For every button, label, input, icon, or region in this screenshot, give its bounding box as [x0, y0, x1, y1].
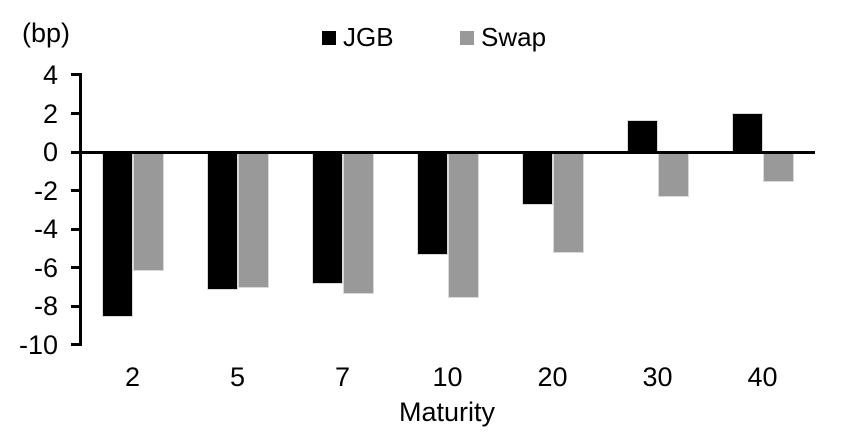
- y-axis-unit-label: (bp): [22, 18, 71, 48]
- legend-label-jgb: JGB: [343, 22, 394, 52]
- y-axis-tick: [71, 150, 82, 154]
- bar-swap-5: [237, 151, 269, 289]
- y-axis-tick-label: -6: [33, 252, 58, 283]
- y-axis-tick: [71, 266, 82, 270]
- y-axis-tick: [71, 304, 82, 308]
- bar-jgb-7: [311, 151, 343, 285]
- bar-swap-2: [132, 151, 164, 271]
- y-axis-line: [79, 73, 82, 347]
- y-axis-tick-label: -2: [33, 175, 58, 206]
- bar-jgb-40: [731, 112, 763, 154]
- bar-swap-30: [657, 151, 689, 198]
- y-axis-tick-label: -8: [33, 291, 58, 322]
- x-axis-tick-label: 40: [747, 362, 778, 392]
- bar-swap-40: [762, 151, 794, 183]
- x-axis-tick-label: 5: [229, 362, 246, 392]
- y-axis-tick-label: 4: [42, 59, 58, 90]
- x-axis-zero-line: [79, 150, 815, 154]
- bar-jgb-20: [521, 151, 553, 206]
- bar-jgb-5: [206, 151, 238, 291]
- y-axis-tick-label: -4: [33, 214, 58, 245]
- y-axis-tick-label: 0: [42, 137, 58, 168]
- x-axis-tick-label: 10: [432, 362, 463, 392]
- legend-label-swap: Swap: [481, 22, 547, 52]
- bar-jgb-10: [416, 151, 448, 256]
- bar-swap-7: [342, 151, 374, 294]
- bar-swap-20: [552, 151, 584, 254]
- y-axis-tick: [71, 112, 82, 116]
- x-axis-tick-label: 30: [642, 362, 673, 392]
- y-axis-tick: [71, 73, 82, 77]
- y-axis-tick: [71, 189, 82, 193]
- legend-swatch-jgb-icon: [322, 31, 336, 45]
- y-axis-tick: [71, 227, 82, 231]
- bar-jgb-2: [101, 151, 133, 318]
- y-axis-tick-label: -10: [18, 329, 58, 360]
- x-axis-tick-label: 20: [537, 362, 568, 392]
- y-axis-tick: [71, 343, 82, 347]
- y-axis-tick-label: 2: [42, 98, 58, 129]
- x-axis-tick-label: 2: [124, 362, 141, 392]
- bar-jgb-30: [626, 120, 658, 154]
- x-axis-title: Maturity: [398, 397, 496, 427]
- legend-swatch-swap-icon: [460, 31, 474, 45]
- x-axis-tick-label: 7: [334, 362, 351, 392]
- bar-swap-10: [447, 151, 479, 298]
